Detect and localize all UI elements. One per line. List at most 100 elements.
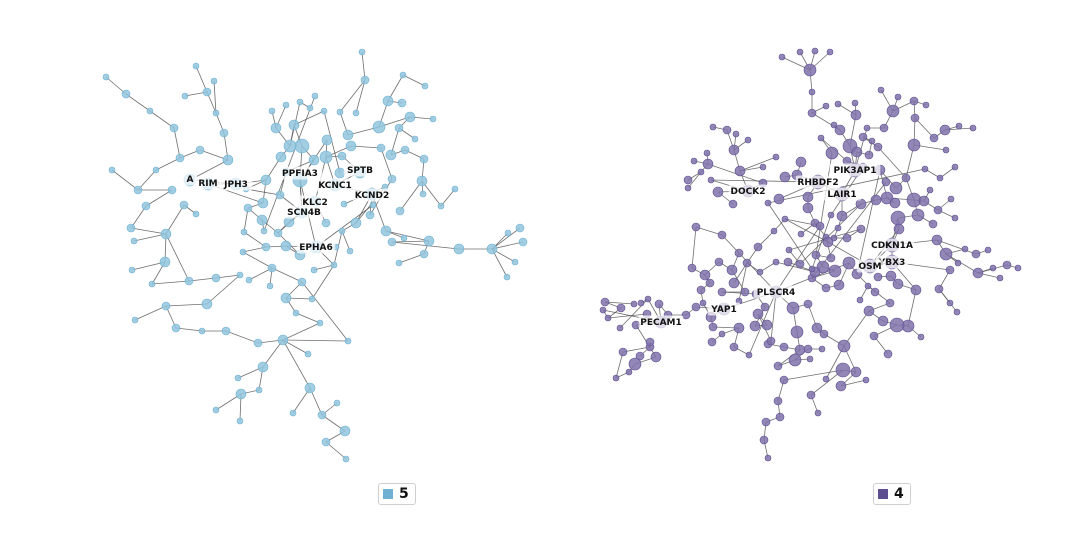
node-right-202 — [864, 150, 874, 160]
node-right-72 — [863, 305, 875, 317]
edge-right-145 — [695, 226, 723, 236]
node-right-122 — [760, 302, 770, 312]
edge-left-34 — [225, 330, 259, 344]
node-left-75 — [260, 174, 272, 186]
node-right-89 — [806, 355, 814, 363]
node-right-120 — [717, 287, 727, 297]
node-right-56 — [1002, 260, 1012, 270]
gene-label-bg-pik3ap1 — [829, 163, 881, 177]
node-left-140 — [311, 92, 319, 100]
gene-label-sptb: SPTB — [347, 166, 373, 176]
node-left-64 — [280, 292, 292, 304]
node-right-139 — [616, 303, 626, 313]
edge-left-129 — [313, 264, 335, 271]
node-right-224 — [827, 211, 835, 219]
nodes-right — [599, 47, 1022, 462]
node-right-94 — [862, 376, 870, 384]
node-left-30 — [179, 200, 189, 210]
node-right-97 — [806, 390, 816, 400]
node-right-19 — [851, 99, 859, 107]
node-right-227 — [921, 165, 929, 173]
node-right-177 — [797, 230, 805, 238]
node-right-45 — [928, 219, 938, 229]
node-left-39 — [201, 298, 213, 310]
node-left-43 — [198, 327, 206, 335]
node-left-102 — [429, 115, 437, 123]
node-right-182 — [828, 264, 842, 278]
node-right-53 — [972, 267, 984, 279]
edge-left-28 — [206, 274, 241, 305]
node-right-80 — [811, 322, 823, 334]
node-left-139 — [260, 227, 268, 235]
gene-label-cdkn1a: CDKN1A — [871, 241, 913, 251]
node-right-188 — [870, 287, 880, 297]
node-right-112 — [699, 299, 707, 307]
edge-right-266 — [799, 203, 862, 265]
edge-right-225 — [767, 202, 813, 270]
gene-label-kcnc1: KCNC1 — [318, 181, 352, 191]
node-right-125 — [752, 308, 764, 320]
node-left-18 — [212, 109, 220, 117]
node-right-24 — [863, 124, 871, 132]
node-right-210 — [772, 258, 780, 266]
edge-left-19 — [165, 204, 185, 235]
node-left-26 — [167, 185, 177, 195]
node-left-29 — [160, 228, 172, 240]
node-right-207 — [795, 259, 805, 269]
node-left-94 — [336, 108, 344, 116]
node-right-146 — [654, 299, 664, 309]
edge-left-93 — [339, 79, 366, 113]
node-right-149 — [691, 302, 701, 312]
node-right-75 — [885, 298, 895, 308]
node-right-193 — [856, 224, 866, 234]
edge-left-30 — [134, 305, 167, 321]
gene-label-pik3ap1: PIK3AP1 — [833, 166, 876, 176]
node-left-15 — [202, 87, 212, 97]
legend-label-left: 5 — [399, 486, 409, 502]
node-left-113 — [380, 225, 392, 237]
node-right-162 — [702, 158, 714, 170]
edge-left-132 — [315, 204, 374, 248]
edge-left-43 — [282, 339, 311, 389]
edge-left-2 — [149, 110, 175, 129]
node-right-110 — [708, 322, 718, 332]
node-right-28 — [894, 93, 902, 101]
node-right-76 — [864, 282, 872, 290]
node-right-57 — [1014, 264, 1022, 272]
node-left-44 — [221, 326, 231, 336]
node-left-23 — [152, 166, 160, 174]
node-right-71 — [877, 315, 889, 327]
node-left-83 — [306, 104, 314, 112]
node-left-128 — [346, 247, 354, 255]
edge-left-146 — [323, 110, 341, 174]
edge-left-32 — [175, 327, 203, 332]
node-right-184 — [821, 283, 831, 293]
edge-left-3 — [173, 127, 181, 159]
node-right-95 — [850, 366, 862, 378]
gene-label-lair1: LAIR1 — [827, 190, 856, 200]
node-left-124 — [511, 258, 519, 266]
gene-label-bg-rim — [194, 176, 222, 190]
node-left-121 — [504, 229, 512, 237]
node-left-123 — [518, 237, 528, 247]
node-left-48 — [257, 361, 269, 373]
node-left-88 — [321, 134, 333, 146]
edge-left-118 — [391, 241, 460, 250]
edge-left-17 — [130, 205, 147, 229]
edge-left-12 — [155, 157, 181, 171]
node-right-138 — [630, 300, 638, 308]
node-right-123 — [749, 320, 761, 332]
node-right-14 — [826, 48, 834, 56]
node-left-40 — [161, 301, 171, 311]
node-left-104 — [411, 135, 419, 143]
legend-label-right: 4 — [894, 486, 904, 502]
node-left-92 — [360, 75, 370, 85]
node-left-130 — [310, 266, 318, 274]
node-left-114 — [400, 234, 408, 242]
node-right-229 — [951, 163, 959, 171]
node-right-82 — [786, 301, 800, 315]
node-right-41 — [926, 186, 934, 194]
node-right-113 — [696, 285, 706, 295]
node-right-104 — [764, 454, 772, 462]
